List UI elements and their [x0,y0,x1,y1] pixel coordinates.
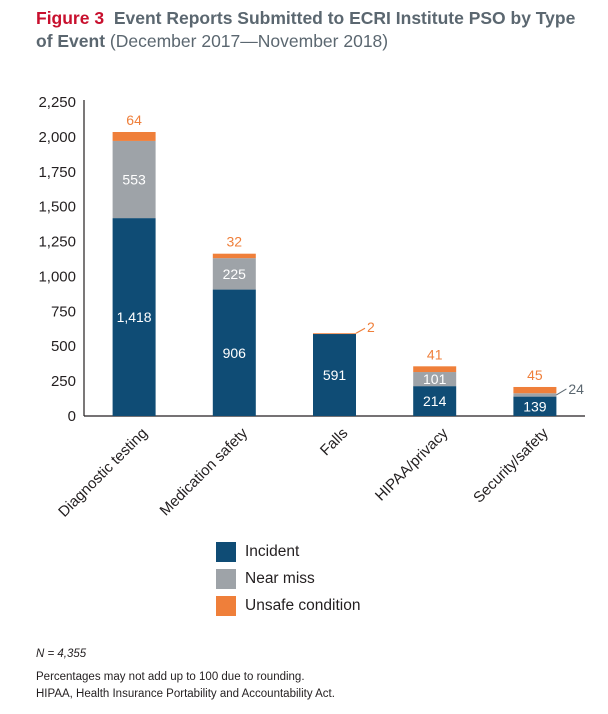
y-tick-label: 1,500 [38,199,76,216]
data-label-leader-unsafe-condition [355,327,366,334]
data-label-unsafe-condition: 32 [227,234,243,250]
data-label-incident: 906 [223,345,247,361]
y-tick-label: 1,250 [38,234,76,251]
bar-segment-incident [513,396,557,416]
bar-segment-unsafe-condition [513,386,557,394]
bar-segment-near-miss [513,393,557,397]
figure-period: (December 2017—November 2018) [109,31,389,51]
bar-segment-incident [313,333,356,416]
legend-swatch-incident [216,541,236,562]
data-label-unsafe-condition: 41 [427,346,443,362]
legend-item-near-miss: Near miss [216,565,360,592]
bar-segment-near-miss [212,258,256,290]
bar-segment-incident [212,289,256,416]
legend-item-incident: Incident [216,538,360,565]
y-tick-label: 750 [51,303,76,320]
x-category-label: Falls [317,425,351,459]
bar-segment-incident [413,386,457,416]
data-label-incident: 591 [323,367,347,383]
data-label-unsafe-condition: 45 [527,367,543,383]
data-label-near-miss: 24 [568,381,584,397]
chart-title: Figure 3 Event Reports Submitted to ECRI… [36,7,596,53]
legend-label-unsafe-condition: Unsafe condition [245,596,361,614]
x-category-label: Medication safety [157,424,252,519]
data-label-leader-near-miss [556,388,567,396]
legend-swatch-unsafe-condition [216,595,236,616]
bar-segment-unsafe-condition [112,132,156,141]
x-category-label: Security/safety [470,424,552,506]
figure-title: Event Reports Submitted to ECRI Institut… [36,8,576,51]
legend-label-near-miss: Near miss [245,569,315,587]
chart-legend: Incident Near miss Unsafe condition [216,538,360,619]
figure-number: Figure 3 [36,8,105,28]
data-label-near-miss: 225 [223,266,247,282]
y-tick-label: 2,000 [38,129,76,146]
data-label-incident: 214 [423,393,447,409]
data-label-unsafe-condition: 64 [126,112,142,128]
bar-segment-near-miss [413,372,457,387]
bar-segment-near-miss [112,140,156,219]
rounding-note: Percentages may not add up to 100 due to… [36,671,305,683]
data-label-incident: 139 [523,398,547,414]
data-label-near-miss: 553 [122,172,146,188]
bar-segment-unsafe-condition [313,333,356,335]
y-tick-label: 500 [51,338,76,355]
y-tick-label: 1,750 [38,164,76,181]
data-label-near-miss: 101 [423,371,447,387]
bar-segment-unsafe-condition [212,253,256,259]
bar-segment-unsafe-condition [413,366,457,373]
data-label-unsafe-condition: 2 [367,319,375,335]
chart-notes: N = 4,355 Percentages may not add up to … [36,646,335,703]
sample-size-note: N = 4,355 [36,648,87,660]
y-tick-label: 2,250 [38,94,76,111]
y-tick-label: 0 [68,408,76,425]
y-tick-label: 1,000 [38,268,76,285]
legend-item-unsafe-condition: Unsafe condition [216,592,360,619]
x-category-label: Diagnostic testing [55,425,151,521]
abbreviation-note: HIPAA, Health Insurance Portability and … [36,688,335,700]
bar-segment-incident [112,218,156,416]
legend-label-incident: Incident [245,542,300,560]
data-label-incident: 1,418 [117,309,152,325]
y-tick-label: 250 [51,373,76,390]
x-category-label: HIPAA/privacy [372,424,452,504]
legend-swatch-near-miss [216,568,236,589]
